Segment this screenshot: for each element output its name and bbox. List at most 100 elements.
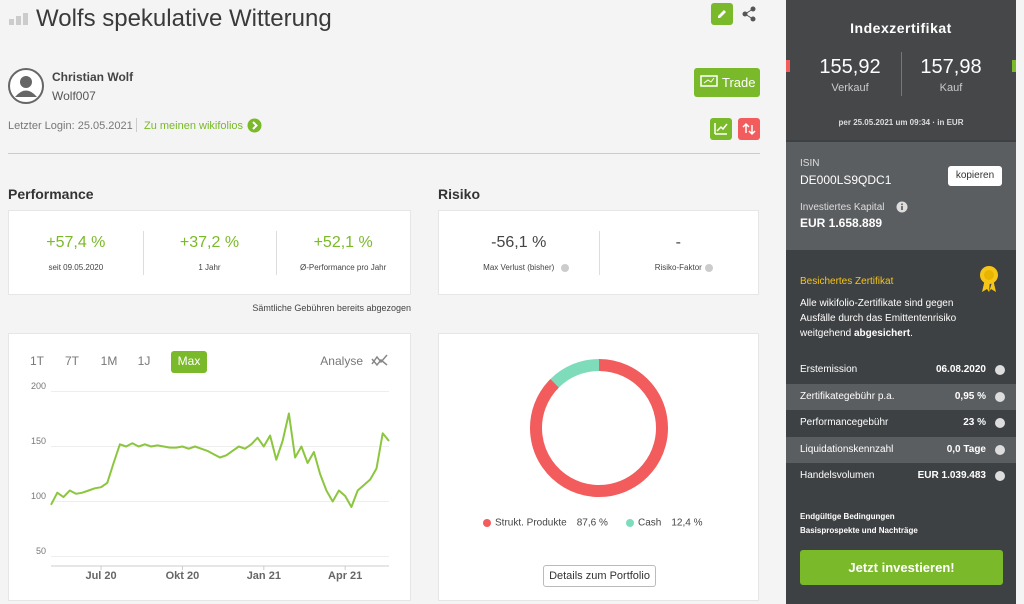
details-value: 0,0 Tage (946, 443, 986, 455)
secured-title: Besichertes Zertifikat (800, 276, 894, 287)
edit-button[interactable] (711, 3, 733, 25)
price-line (50, 412, 390, 508)
sell-label: Verkauf (831, 82, 869, 94)
isin-label: ISIN (800, 158, 820, 169)
performance-title: Performance (8, 186, 94, 202)
kpi-label: Ø-Performance pro Jahr (300, 263, 387, 272)
fee-note: Sämtliche Gebühren bereits abgezogen (252, 303, 411, 313)
invest-button[interactable]: Jetzt investieren! (800, 550, 1003, 585)
user-name[interactable]: Christian Wolf (52, 70, 134, 84)
legend-value: 12,4 % (671, 518, 702, 529)
divider (8, 153, 760, 154)
secured-text: Alle wikifolio-Zertifikate sind gegen Au… (800, 296, 990, 341)
legend-dot (483, 519, 491, 527)
range-tab[interactable]: 7T (65, 354, 80, 368)
risk-card: -56,1 % Max Verlust (bisher) - Risiko-Fakto… (438, 210, 759, 295)
details-label: Zertifikategebühr p.a. (800, 390, 895, 402)
price-divider (901, 52, 902, 96)
donut-slice (550, 359, 600, 388)
sidebar: Indexzertifikat 155,92 Verkauf 157,98 Ka… (786, 0, 1016, 604)
details-row: Zertifikategebühr p.a. 0,95 % (786, 383, 1016, 410)
portfolio-details-button[interactable]: Details zum Portfolio (543, 565, 656, 587)
user-handle: Wolf007 (52, 89, 96, 103)
range-tab[interactable]: 1M (101, 354, 118, 368)
details-row: Erstemission 06.08.2020 (786, 357, 1016, 384)
kpi-value: - (675, 234, 681, 251)
kpi-divider (276, 231, 278, 275)
alert-button[interactable] (738, 118, 760, 140)
kpi-value: +37,2 % (179, 234, 240, 251)
details-label: Erstemission (800, 364, 858, 375)
legend-label: Strukt. Produkte (495, 518, 567, 529)
capital: EUR 1.658.889 (800, 216, 883, 230)
kpi-value: -56,1 % (491, 234, 547, 251)
details-label: Liquidationskennzahl (800, 443, 894, 455)
kpi-divider (598, 231, 600, 275)
info-icon[interactable] (995, 418, 1005, 428)
avatar (8, 68, 44, 104)
info-icon[interactable] (995, 391, 1005, 402)
details-value: 06.08.2020 (935, 364, 986, 375)
y-tick-label: 100 (31, 491, 46, 501)
last-login: Letzter Login: 25.05.2021 (8, 120, 133, 132)
x-tick-label: Jan 21 (247, 570, 281, 582)
details-value: 0,95 % (954, 390, 986, 402)
x-tick-label: Jul 20 (85, 570, 116, 582)
kpi-value: +52,1 % (313, 234, 373, 251)
buy-indicator (1012, 60, 1016, 72)
kpi-divider (142, 231, 144, 275)
info-icon[interactable] (705, 264, 714, 272)
capital-label: Investiertes Kapital (800, 202, 885, 213)
info-icon[interactable] (560, 264, 569, 272)
donut-slice (530, 359, 668, 497)
secured-badge (980, 266, 998, 292)
page-title: Wolfs spekulative Witterung (36, 5, 332, 32)
range-tab[interactable]: 1T (30, 354, 45, 368)
link-arrow[interactable] (247, 118, 262, 133)
share-icon[interactable] (740, 5, 758, 23)
copy-button[interactable]: kopieren (948, 166, 1002, 186)
prospectus-link[interactable]: Basisprospekte und Nachträge (800, 526, 918, 535)
x-tick-label: Okt 20 (166, 570, 200, 582)
kpi-label: seit 09.05.2020 (48, 263, 104, 272)
kpi-label: 1 Jahr (198, 263, 221, 272)
details-value: 23 % (963, 417, 986, 428)
info-icon[interactable] (896, 201, 908, 213)
info-icon[interactable] (995, 471, 1005, 481)
performance-card: +57,4 % seit 09.05.2020 +37,2 % 1 Jahr +52,1… (8, 210, 411, 295)
price-chart-card: 1T 7T 1M 1J Max Analyse 50 100 150 200 Jul 20 Okt 2… (8, 333, 411, 601)
price-chart: 1T 7T 1M 1J Max Analyse 50 100 150 200 Jul 20 Okt 2… (30, 351, 390, 582)
details-row: Performancegebühr 23 % (786, 410, 1016, 437)
details-value: EUR 1.039.483 (917, 470, 986, 481)
legend-dot (626, 519, 634, 527)
separator (136, 118, 137, 132)
secured-text-end: . (910, 328, 913, 339)
analysis-icon[interactable] (371, 354, 388, 367)
kpi-label: Risiko-Faktor (654, 263, 702, 272)
info-icon[interactable] (995, 444, 1005, 455)
buy-price: 157,98 (920, 56, 982, 78)
buy-label: Kauf (939, 82, 963, 94)
y-tick-label: 50 (36, 546, 46, 556)
terms-link[interactable]: Endgültige Bedingungen (800, 512, 895, 521)
trade-label: Trade (722, 75, 756, 90)
logo-icon (9, 13, 28, 25)
chart-compare-button[interactable] (710, 118, 732, 140)
wikifolios-link[interactable]: Zu meinen wikifolios (144, 120, 244, 132)
legend-label: Cash (638, 518, 661, 529)
trade-button[interactable]: Trade (694, 68, 760, 97)
secured-text-start: Alle wikifolio-Zertifikate sind gegen Au… (800, 298, 957, 339)
details-table: Erstemission 06.08.2020 Zertifikategebühr … (786, 357, 1016, 490)
details-row: Liquidationskennzahl 0,0 Tage (786, 436, 1016, 463)
range-tab[interactable]: Max (178, 354, 201, 368)
y-tick-label: 200 (31, 381, 46, 391)
y-tick-label: 150 (31, 436, 46, 446)
details-row: Handelsvolumen EUR 1.039.483 (786, 463, 1016, 490)
range-tab[interactable]: 1J (138, 354, 151, 368)
kpi-label: Max Verlust (bisher) (483, 263, 555, 272)
isin: DE000LS9QDC1 (800, 173, 892, 187)
analysis-link[interactable]: Analyse (320, 354, 363, 368)
info-icon[interactable] (995, 365, 1005, 375)
x-tick-label: Apr 21 (328, 570, 362, 582)
